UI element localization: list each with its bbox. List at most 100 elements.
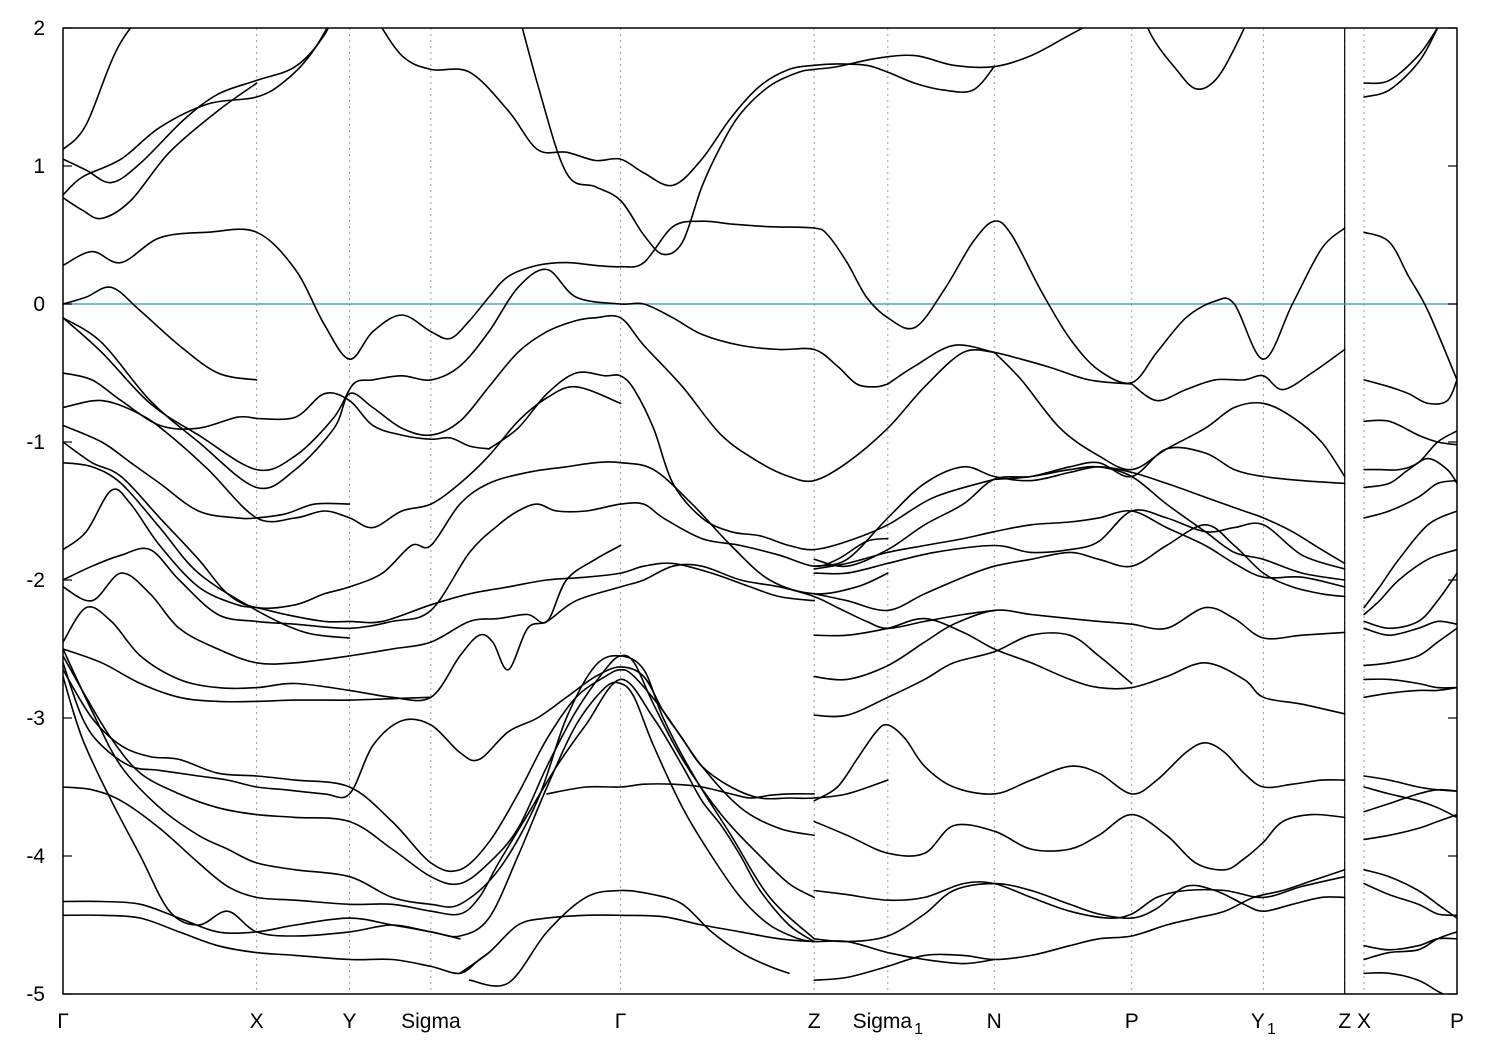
band-line-30 — [63, 675, 815, 943]
band-line-65 — [1363, 686, 1457, 699]
band-line-40 — [813, 509, 1346, 588]
x-tick-label: Γ — [57, 1010, 69, 1033]
band-line-44 — [993, 446, 1346, 485]
band-line-42 — [813, 465, 1346, 567]
x-tick-label: Sigma 1 — [853, 1010, 924, 1038]
band-line-3 — [63, 28, 329, 196]
band-line-62 — [1363, 620, 1457, 636]
band-line-47 — [813, 875, 1346, 920]
band-line-49 — [63, 678, 815, 943]
x-tick-label: Sigma — [401, 1010, 461, 1033]
band-line-9 — [63, 268, 889, 472]
band-line-39 — [813, 524, 1346, 612]
band-line-13 — [993, 351, 1346, 478]
band-line-22 — [63, 501, 889, 630]
band-line-69 — [1363, 813, 1457, 841]
band-line-15 — [255, 392, 490, 450]
band-line-28 — [63, 654, 815, 899]
band-line-50 — [468, 889, 790, 987]
band-line-36 — [813, 632, 1133, 718]
band-line-1 — [63, 28, 132, 151]
band-line-73 — [1363, 931, 1457, 961]
x-tick-label: Y — [343, 1010, 357, 1033]
band-line-12 — [63, 314, 996, 490]
band-line-4 — [63, 82, 258, 220]
y-tick-label: 2 — [33, 17, 45, 40]
x-tick-label: X — [1357, 1010, 1371, 1033]
x-tick-label: Γ — [615, 1010, 627, 1033]
band-line-51 — [1363, 28, 1439, 85]
band-line-10 — [887, 344, 1133, 385]
band-line-60 — [1363, 548, 1457, 616]
y-tick-label: -3 — [26, 707, 45, 730]
x-tick-label: P — [1450, 1010, 1464, 1033]
band-line-43 — [813, 509, 1346, 575]
band-line-67 — [1363, 786, 1457, 819]
band-line-18 — [63, 424, 351, 520]
plot-frame — [62, 27, 1458, 995]
band-line-32 — [63, 914, 490, 975]
band-line-68 — [1363, 788, 1457, 813]
band-line-56 — [1363, 430, 1457, 471]
band-line-33 — [459, 914, 996, 975]
band-line-57 — [1363, 457, 1457, 489]
y-tick-label: -4 — [26, 845, 45, 868]
band-line-55 — [1363, 419, 1457, 446]
band-line-34 — [546, 783, 815, 799]
band-line-61 — [1363, 572, 1457, 630]
band-line-11 — [1130, 348, 1346, 402]
band-line-58 — [1363, 479, 1457, 519]
band-line-63 — [1363, 627, 1457, 667]
y-tick-label: -1 — [26, 431, 45, 454]
grid-lines — [256, 28, 1365, 994]
band-line-59 — [1363, 510, 1457, 609]
y-tick-label: 0 — [33, 293, 45, 316]
band-line-46 — [813, 882, 1346, 943]
band-line-31 — [63, 900, 461, 940]
band-lines — [63, 28, 1457, 994]
x-tick-label: N — [987, 1010, 1002, 1033]
x-tick-label: X — [250, 1010, 264, 1033]
x-tick-label: P — [1125, 1010, 1139, 1033]
band-line-64 — [1363, 678, 1457, 689]
band-line-66 — [1363, 775, 1457, 792]
band-line-23 — [63, 544, 622, 665]
band-line-25 — [63, 648, 432, 703]
band-line-27 — [63, 668, 815, 873]
band-line-35 — [813, 723, 1346, 802]
x-tick-label: Z — [1338, 1010, 1351, 1033]
band-line-17 — [63, 385, 622, 529]
band-line-74 — [1363, 971, 1445, 994]
band-line-14 — [63, 372, 258, 430]
band-line-6 — [1146, 28, 1246, 90]
band-line-29 — [63, 648, 815, 940]
band-line-8 — [63, 286, 258, 381]
band-line-16 — [488, 371, 996, 551]
band-line-7 — [63, 220, 1346, 385]
band-line-21 — [63, 488, 815, 624]
y-tick-label: -5 — [26, 983, 45, 1006]
band-line-54 — [1363, 379, 1457, 405]
band-line-24 — [63, 563, 996, 702]
band-line-53 — [1363, 231, 1457, 381]
y-tick-label: -2 — [26, 569, 45, 592]
band-line-38 — [813, 606, 1346, 681]
band-line-5 — [521, 28, 1085, 256]
y-tick-label: 1 — [33, 155, 45, 178]
band-line-20 — [63, 461, 351, 639]
band-line-26 — [63, 662, 889, 800]
band-line-52 — [1363, 28, 1439, 98]
band-line-48 — [813, 869, 1346, 981]
band-line-70 — [1363, 869, 1457, 919]
band-line-2 — [63, 28, 996, 187]
band-line-71 — [1363, 882, 1457, 917]
band-line-19 — [63, 441, 889, 610]
band-line-37 — [813, 617, 1346, 715]
x-axis-ticks: Γ X Y Sigma Γ Z Sigma 1 N P Y 1 Z X P — [57, 1010, 1464, 1038]
band-line-45 — [813, 813, 1346, 871]
y-axis-ticks: -5 -4 -3 -2 -1 0 1 2 — [26, 17, 1457, 1006]
x-tick-label: Z — [808, 1010, 821, 1033]
band-line-72 — [1363, 937, 1457, 951]
